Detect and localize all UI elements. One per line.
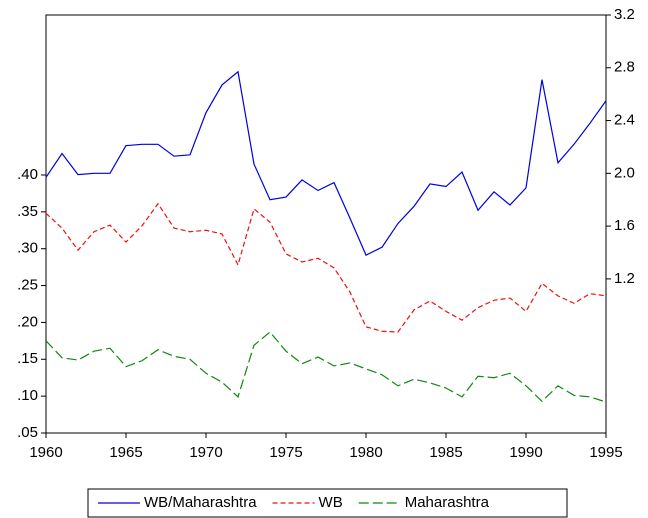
x-tick-label: 1960 [29, 444, 62, 461]
x-tick-label: 1985 [429, 444, 462, 461]
y2-tick-label: 3.2 [614, 6, 635, 23]
y2-tick-label: 1.2 [614, 270, 635, 287]
y-tick-label: .35 [17, 203, 38, 220]
x-tick-label: 1990 [509, 444, 542, 461]
series-line [45, 70, 607, 256]
y2-tick-label: 2.0 [614, 164, 635, 181]
y2-tick-label: 2.8 [614, 59, 635, 76]
y-tick-label: .10 [17, 387, 38, 404]
legend-box [87, 488, 568, 518]
x-tick-label: 1980 [349, 444, 382, 461]
series-line [45, 202, 607, 333]
y-tick-label: .30 [17, 240, 38, 257]
y-tick-label: .15 [17, 350, 38, 367]
x-tick-label: 1970 [189, 444, 222, 461]
y2-tick-label: 2.4 [614, 112, 635, 129]
y-tick-label: .20 [17, 313, 38, 330]
legend-label: WB [319, 494, 343, 511]
legend-label: WB/Maharashtra [144, 494, 257, 511]
plot-frame [45, 14, 607, 434]
series-line [45, 331, 607, 403]
x-tick-label: 1975 [269, 444, 302, 461]
x-tick-label: 1965 [109, 444, 142, 461]
y-tick-label: .05 [17, 424, 38, 441]
y-tick-label: .25 [17, 277, 38, 294]
y2-tick-label: 1.6 [614, 217, 635, 234]
legend-label: Maharashtra [405, 494, 490, 511]
y-tick-label: .40 [17, 166, 38, 183]
x-tick-label: 1995 [589, 444, 622, 461]
